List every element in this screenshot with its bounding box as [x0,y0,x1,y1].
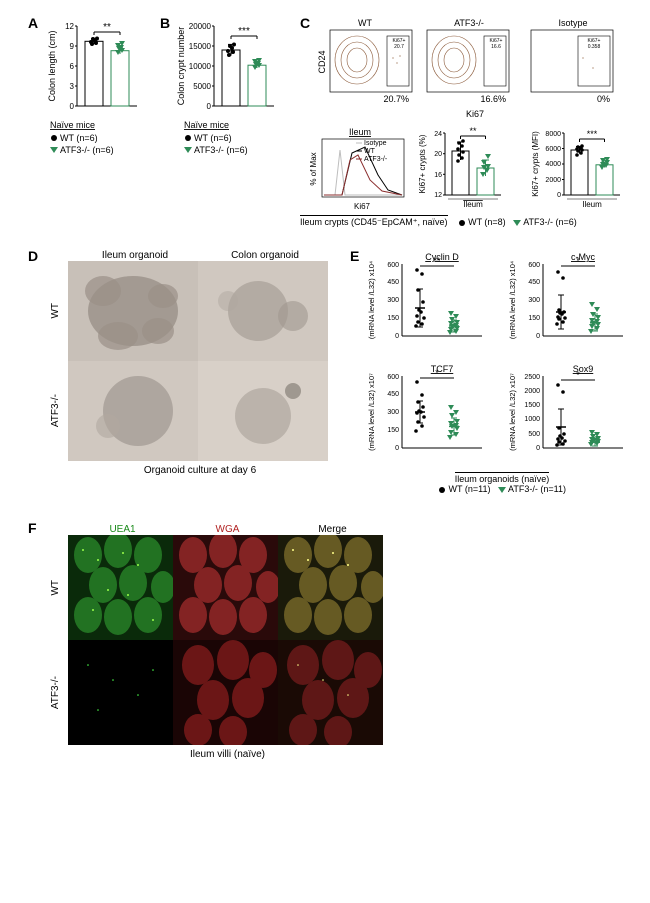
svg-text:20.7: 20.7 [394,44,404,50]
svg-text:WT: WT [364,148,376,155]
svg-text:150: 150 [528,315,540,322]
svg-text:16: 16 [434,172,442,179]
panel-f-grid: UEA1 WGA Merge WT ATF3-/- Ileum villi (n… [50,524,385,760]
svg-text:ATF3-/- (n=6): ATF3-/- (n=6) [60,145,114,155]
svg-text:0: 0 [536,445,540,452]
svg-text:Naïve mice: Naïve mice [50,120,95,130]
svg-text:600: 600 [387,262,399,269]
panel-c-flow-row: WT Ki67+ 20.7 20.7% CD24 ATF3-/- Ki67+ [315,18,635,119]
panel-b-chart: 0 5000 10000 15000 20000 *** Colon crypt… [172,18,292,168]
svg-text:0: 0 [395,333,399,340]
panel-c-row2: Ileum % of Max Ki67 Isotype WT ATF3-/- 1… [300,125,640,228]
svg-text:0: 0 [536,333,540,340]
svg-text:3: 3 [70,82,75,91]
svg-text:1500: 1500 [524,402,540,409]
svg-text:c-Myc: c-Myc [571,252,595,262]
panel-e-grid: Cyclin D 0150300450600 ** (mRNA level /L… [362,250,642,494]
svg-text:450: 450 [387,279,399,286]
svg-text:150: 150 [387,315,399,322]
svg-text:300: 300 [528,297,540,304]
svg-text:% of Max: % of Max [309,152,318,185]
svg-text:9: 9 [70,42,75,51]
svg-text:20000: 20000 [189,22,212,31]
svg-text:2000: 2000 [524,388,540,395]
svg-text:***: *** [238,26,250,37]
svg-text:0%: 0% [597,94,610,104]
svg-text:300: 300 [387,409,399,416]
svg-text:Naïve mice: Naïve mice [184,120,229,130]
svg-text:2500: 2500 [524,374,540,381]
svg-text:Ileum: Ileum [349,127,371,137]
svg-text:24: 24 [434,131,442,138]
panel-b-label: B [160,15,170,31]
svg-text:TCF7: TCF7 [431,364,454,374]
svg-text:Ileum: Ileum [463,200,483,209]
chart-tcf7: TCF7 0 150 300 450 600 * (mRNA level /L32) x… [362,362,497,472]
svg-text:Isotype: Isotype [364,140,387,147]
svg-text:Colon crypt number: Colon crypt number [176,27,186,106]
svg-text:0: 0 [207,102,212,111]
svg-text:ATF3-/- (n=6): ATF3-/- (n=6) [194,145,248,155]
svg-text:20: 20 [434,151,442,158]
svg-text:8000: 8000 [545,131,561,138]
svg-text:300: 300 [387,297,399,304]
svg-text:16.6%: 16.6% [480,94,506,104]
svg-text:1000: 1000 [524,416,540,423]
svg-text:Cyclin D: Cyclin D [425,252,459,262]
panel-a-chart: 0 3 6 9 12 ** Colon length (cm) Naïve mi… [42,18,152,168]
svg-text:450: 450 [387,391,399,398]
svg-text:Colon length (cm): Colon length (cm) [47,30,57,101]
panel-d-label: D [28,248,38,264]
svg-text:**: ** [103,22,111,33]
panel-f-label: F [28,520,37,536]
svg-text:***: *** [587,129,598,139]
svg-text:0: 0 [395,445,399,452]
svg-text:600: 600 [528,262,540,269]
svg-text:(mRNA level /L32) x10⁴: (mRNA level /L32) x10⁴ [508,261,517,339]
svg-text:16.6: 16.6 [491,44,501,50]
svg-text:600: 600 [387,374,399,381]
panel-a-label: A [28,15,38,31]
svg-text:*: * [576,256,580,266]
svg-text:ATF3-/-: ATF3-/- [364,156,388,163]
svg-text:CD24: CD24 [317,50,327,73]
svg-text:Ki67+ crypts (MFI): Ki67+ crypts (MFI) [531,131,540,197]
svg-text:6: 6 [70,62,75,71]
svg-text:(mRNA level /L32) x10⁷: (mRNA level /L32) x10⁷ [508,373,517,451]
svg-text:(mRNA level /L32) x10⁷: (mRNA level /L32) x10⁷ [367,373,376,451]
svg-text:15000: 15000 [189,42,212,51]
svg-text:4000: 4000 [545,161,561,168]
svg-text:**: ** [433,256,441,266]
svg-text:**: ** [470,126,478,136]
svg-text:0: 0 [70,102,75,111]
svg-text:*: * [435,368,439,378]
svg-text:0: 0 [557,192,561,199]
chart-cmyc: c-Myc 0 150 300 450 600 * (mRNA level /L32) … [503,250,638,360]
svg-text:12: 12 [65,22,74,31]
svg-text:450: 450 [528,279,540,286]
svg-text:10000: 10000 [189,62,212,71]
svg-text:WT (n=6): WT (n=6) [60,133,98,143]
svg-text:Ki67+ crypts (%): Ki67+ crypts (%) [418,134,427,193]
svg-text:WT (n=6): WT (n=6) [194,133,232,143]
svg-text:Ileum: Ileum [582,200,602,209]
svg-text:(mRNA level /L32) x10⁴: (mRNA level /L32) x10⁴ [367,261,376,339]
panel-d-grid: Ileum organoid Colon organoid WT ATF3-/-… [50,250,330,476]
chart-cyclind: Cyclin D 0 150 300 450 600 ** (mRNA level /L… [362,250,497,360]
svg-text:150: 150 [387,427,399,434]
svg-text:20.7%: 20.7% [383,94,409,104]
chart-sox9: Sox9 05001000150020002500 * (mRNA level … [503,362,638,472]
svg-text:5000: 5000 [193,82,211,91]
svg-text:Ki67: Ki67 [354,202,371,211]
panel-c-label: C [300,15,310,31]
svg-text:12: 12 [434,192,442,199]
svg-text:6000: 6000 [545,146,561,153]
panel-e-label: E [350,248,359,264]
svg-text:2000: 2000 [545,177,561,184]
svg-text:0.358: 0.358 [588,44,601,50]
svg-text:500: 500 [528,431,540,438]
svg-text:*: * [576,370,580,380]
